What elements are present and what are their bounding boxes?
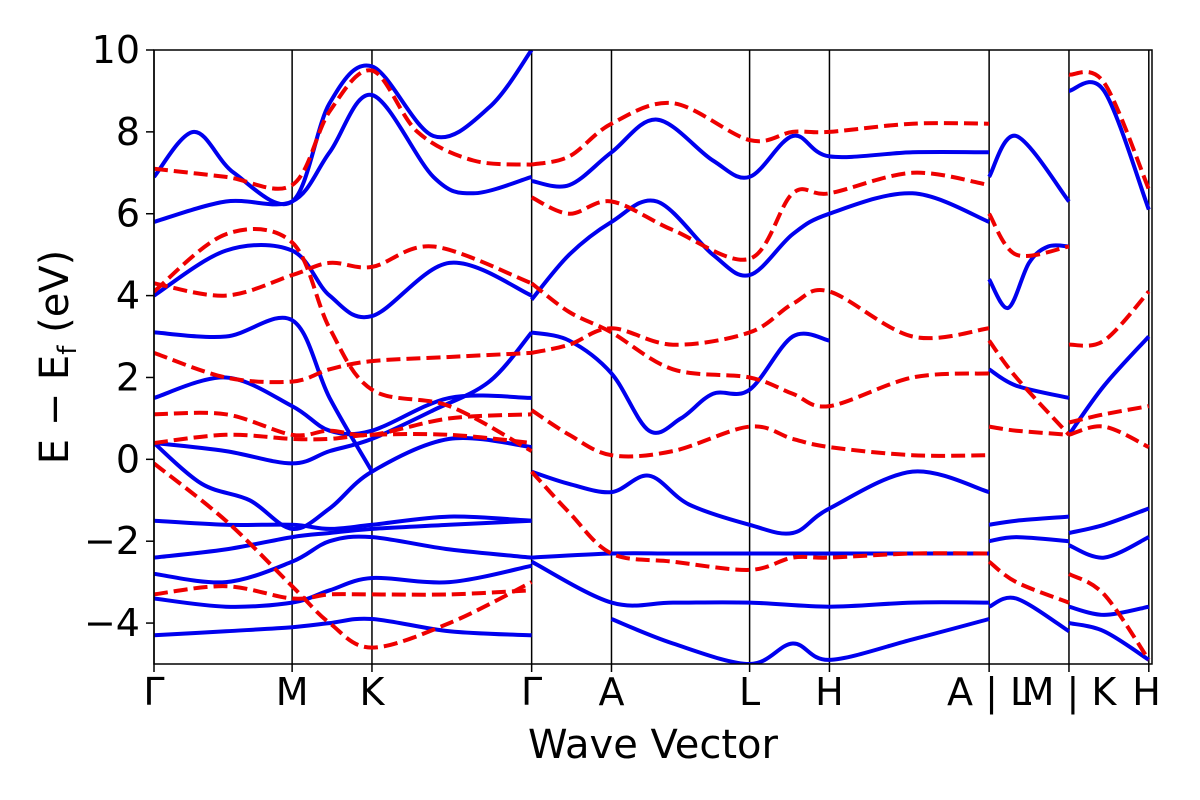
solid-band-16: [610, 617, 990, 664]
dashed-band-40: [531, 288, 990, 355]
x-tick-label: K: [360, 670, 386, 714]
dashed-band-50: [1068, 404, 1150, 425]
solid-band-22: [988, 535, 1070, 544]
solid-band-5: [154, 436, 532, 531]
x-axis-title: Wave Vector: [528, 722, 779, 768]
dashed-band-46: [987, 339, 1071, 437]
y-tick-label: 0: [116, 437, 140, 481]
dashed-band-48: [987, 560, 1070, 605]
solid-band-0: [154, 616, 532, 638]
x-tick-label: L: [739, 670, 760, 714]
y-axis-ticks: −4 −2 0 2 4 6 8 10: [84, 28, 154, 645]
y-tick-label: 8: [116, 110, 140, 154]
y-tick-label: 6: [116, 192, 140, 236]
solid-band-26: [1068, 506, 1150, 535]
x-tick-label: A: [598, 670, 624, 714]
solid-band-8: [154, 315, 374, 473]
solid-band-14: [531, 551, 990, 560]
solid-band-23: [988, 595, 1071, 633]
solid-band-12: [531, 330, 830, 435]
dashed-band-49: [1068, 424, 1150, 449]
x-tick-label: Γ: [143, 670, 164, 714]
solid-band-18: [531, 117, 990, 189]
dashed-band-32: [154, 461, 533, 650]
solid-band-25: [1067, 335, 1151, 436]
solid-band-19: [987, 243, 1070, 310]
y-tick-label: −2: [84, 519, 140, 563]
solid-band-11: [154, 50, 534, 206]
dashed-band-36: [154, 244, 533, 298]
solid-band-20: [988, 367, 1070, 400]
y-tick-label: 2: [116, 355, 140, 399]
dashed-band-42: [530, 470, 990, 572]
x-tick-label: Γ: [521, 670, 542, 714]
solid-band-17: [530, 191, 990, 301]
dashed-band-39: [530, 408, 990, 459]
dashed-band-43: [531, 100, 990, 167]
x-tick-label: A | L: [947, 670, 1031, 715]
solid-band-10: [154, 92, 533, 224]
dashed-band-38: [154, 227, 533, 453]
dashed-band-45: [988, 424, 1070, 437]
solid-band-24: [987, 133, 1071, 203]
high-symmetry-lines: [153, 50, 1150, 664]
dashed-band-44: [530, 170, 990, 262]
y-axis-title-unit: (eV): [32, 250, 78, 346]
dashed-band-41: [530, 281, 990, 409]
bands: [154, 50, 1151, 664]
dashed-band-34: [154, 431, 532, 445]
solid-band-6: [154, 331, 534, 466]
solid-band-21: [988, 514, 1070, 527]
y-tick-label: 10: [92, 28, 140, 72]
dashed-band-53: [1068, 69, 1151, 190]
solid-band-28: [1068, 604, 1150, 617]
dashed-band-47: [987, 212, 1070, 258]
solid-band-13: [530, 469, 990, 536]
dashed-band-37: [154, 68, 532, 191]
solid-band-3: [154, 518, 532, 560]
solid-band-27: [1068, 535, 1150, 560]
y-tick-label: −4: [84, 601, 140, 645]
solid-band-15: [530, 559, 990, 609]
x-tick-label: H: [1132, 670, 1161, 714]
y-axis-title-subscript: f: [53, 345, 83, 355]
solid-band-4: [154, 514, 532, 531]
solid-band-7: [154, 375, 532, 437]
solid-band-9: [154, 243, 533, 320]
dashed-band-31: [154, 584, 532, 601]
x-tick-label: H: [815, 670, 844, 714]
y-axis-title-main: E − E: [32, 355, 78, 465]
y-axis-title: E − Ef (eV): [32, 250, 83, 465]
plot-frame: [153, 49, 1153, 665]
x-axis-ticks: Γ M K Γ A L H A | LM | K H: [143, 664, 1161, 715]
solid-band-2: [154, 534, 532, 585]
y-tick-label: 4: [116, 274, 140, 318]
solid-band-30: [1068, 80, 1151, 211]
solid-band-29: [1068, 621, 1150, 662]
dashed-band-33: [154, 410, 532, 438]
dashed-band-35: [154, 350, 532, 385]
dashed-band-51: [1068, 290, 1151, 348]
dashed-band-52: [1067, 572, 1151, 662]
x-tick-label: M: [276, 670, 309, 714]
x-tick-label: M | K: [1022, 670, 1118, 715]
solid-band-1: [154, 563, 532, 609]
